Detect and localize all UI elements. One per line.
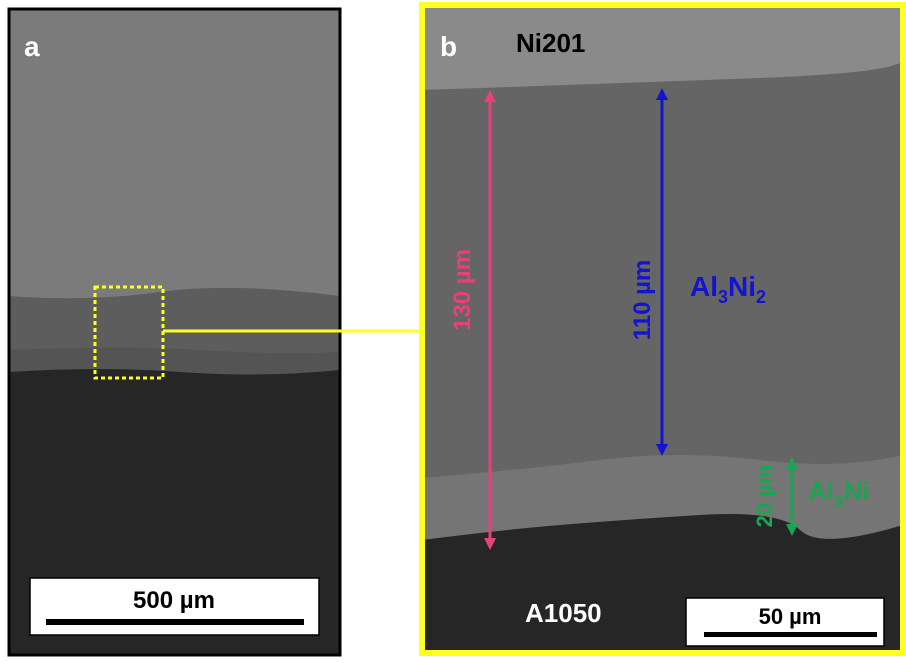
scale-bar	[46, 619, 304, 625]
thickness-label: 110 µm	[629, 260, 656, 341]
text: Ni	[843, 476, 869, 506]
scale-bar	[704, 632, 877, 637]
page: a 500 µm b Ni201 A1050 130 µm 110 µm Al3…	[0, 0, 906, 658]
text: Ni	[728, 271, 756, 302]
text: Al	[808, 476, 834, 506]
text: 2	[756, 287, 766, 307]
text: 3	[718, 287, 728, 307]
thickness-label: 130 µm	[449, 249, 476, 331]
figure: a 500 µm b Ni201 A1050 130 µm 110 µm Al3…	[0, 0, 906, 658]
top-material: Ni201	[516, 28, 585, 58]
thickness-label: 20 µm	[752, 465, 777, 528]
scale-label: 50 µm	[759, 604, 822, 629]
panel-label: b	[440, 31, 457, 62]
panel-label: a	[24, 31, 40, 62]
text: 3	[834, 492, 843, 511]
panel-b: b Ni201 A1050 130 µm 110 µm Al3Ni2 20 µm…	[422, 5, 905, 653]
scale-label: 500 µm	[133, 587, 215, 614]
phase-label: Al3Ni2	[690, 271, 766, 307]
text: Al	[690, 271, 718, 302]
bottom-material: A1050	[525, 598, 602, 628]
